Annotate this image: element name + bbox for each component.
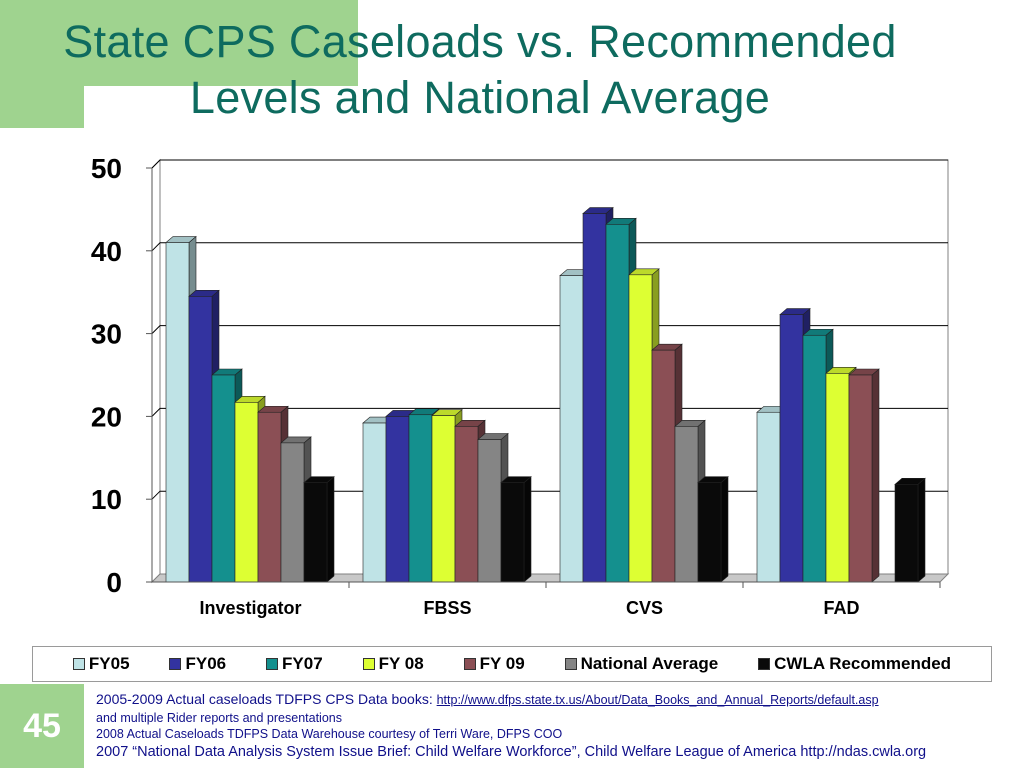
bar-front-face — [188, 296, 213, 583]
bar-front-face — [408, 414, 433, 583]
plot-side-wall — [151, 158, 161, 584]
sources-block: 2005-2009 Actual caseloads TDFPS CPS Dat… — [96, 690, 1016, 762]
bar-front-face — [477, 439, 502, 583]
legend-item: FY 08 — [362, 654, 424, 674]
bar-front-face — [848, 374, 873, 583]
slide-title-line2: Levels and National Average — [189, 72, 771, 123]
bar-front-face — [362, 422, 387, 583]
title-accent-curve — [84, 86, 358, 128]
tick-layer: 0 10 20 30 40 50 — [91, 153, 941, 598]
bar-front-face — [651, 349, 676, 583]
bar-side-face — [871, 368, 880, 583]
category-label-layer: Investigator FBSS CVS FAD — [199, 598, 859, 618]
slide-number-text: 45 — [23, 706, 61, 745]
y-tick-label: 50 — [91, 153, 122, 184]
legend-swatch — [362, 658, 375, 670]
legend-item: FY05 — [72, 654, 130, 674]
y-tick-label: 30 — [91, 319, 122, 350]
source-line-1-text: 2005-2009 Actual caseloads TDFPS CPS Dat… — [96, 691, 437, 707]
bar-side-face — [523, 475, 532, 583]
legend-label: FY06 — [185, 654, 227, 673]
legend-item: FY06 — [169, 654, 226, 674]
bar — [500, 475, 532, 583]
legend-swatch — [266, 658, 279, 670]
source-line-4: 2007 “National Data Analysis System Issu… — [96, 744, 927, 760]
category-label: Investigator — [199, 598, 301, 618]
legend-label: FY05 — [88, 654, 130, 673]
bar-front-face — [165, 242, 190, 583]
bar-front-face — [454, 426, 479, 583]
bar-front-face — [605, 224, 630, 583]
chart-legend: FY05 FY06 FY07 FY 08 FY 09 National Average CW… — [32, 646, 992, 682]
slide-title: State CPS Caseloads vs. Recommended Leve… — [0, 14, 960, 126]
legend-swatch — [72, 658, 85, 670]
bar-front-face — [628, 274, 653, 583]
category-label: CVS — [626, 598, 663, 618]
bar-front-face — [756, 411, 781, 583]
slide-number: 45 — [0, 684, 84, 768]
legend-item: CWLA Recommended — [758, 654, 951, 674]
gridline — [151, 325, 948, 334]
legend-label: FY 08 — [378, 654, 424, 673]
gridline — [151, 242, 948, 252]
legend-label: CWLA Recommended — [774, 654, 952, 673]
chart: 0 10 20 30 40 50 Investigator FBSS CVS FAD — [60, 150, 1010, 630]
source-line-2: and multiple Rider reports and presentat… — [96, 711, 342, 725]
bar-front-face — [211, 374, 236, 583]
bar — [894, 477, 926, 583]
y-tick-label: 20 — [91, 401, 122, 432]
bar — [697, 475, 729, 583]
category-label: FAD — [824, 598, 860, 618]
bar — [303, 475, 335, 583]
legend-swatch — [169, 658, 182, 670]
legend-item: FY07 — [266, 654, 323, 674]
bar-front-face — [303, 482, 328, 583]
source-line-1: 2005-2009 Actual caseloads TDFPS CPS Dat… — [96, 690, 1016, 710]
gridline — [151, 159, 948, 169]
y-tick-label: 10 — [91, 484, 122, 515]
legend-item: FY 09 — [463, 654, 525, 674]
legend-swatch — [564, 658, 577, 670]
bar-front-face — [234, 402, 259, 583]
source-link-dfps[interactable]: http://www.dfps.state.tx.us/About/Data_B… — [436, 693, 879, 707]
bar-layer — [165, 206, 926, 583]
bar-side-face — [917, 477, 926, 583]
legend-swatch — [758, 658, 771, 670]
bar-front-face — [559, 275, 584, 583]
bar-front-face — [582, 213, 607, 583]
bar-front-face — [697, 482, 722, 583]
category-label: FBSS — [423, 598, 471, 618]
bar-front-face — [280, 442, 305, 583]
bar-side-face — [326, 475, 335, 583]
bar — [848, 368, 880, 583]
legend-item: National Average — [564, 654, 719, 674]
bar-front-face — [894, 483, 919, 583]
bar-front-face — [385, 416, 410, 583]
bar-front-face — [825, 373, 850, 583]
title-accent-block — [0, 0, 358, 86]
legend-swatch — [463, 658, 476, 670]
bar-front-face — [257, 411, 282, 583]
legend-label: National Average — [580, 654, 719, 673]
gridline — [151, 407, 948, 417]
source-line-3: 2008 Actual Caseloads TDFPS Data Warehou… — [96, 727, 563, 741]
legend-label: FY07 — [282, 654, 323, 673]
y-tick-label: 0 — [106, 567, 122, 598]
legend-label: FY 09 — [479, 654, 525, 673]
bar-front-face — [500, 482, 525, 583]
bar-front-face — [779, 314, 804, 583]
title-accent-tab — [0, 86, 84, 128]
bar-front-face — [674, 426, 699, 583]
bar-front-face — [802, 334, 827, 583]
bar-chart-svg: 0 10 20 30 40 50 Investigator FBSS CVS FAD — [91, 153, 950, 618]
slide-title-line1: State CPS Caseloads vs. Recommended — [63, 16, 897, 67]
bar-front-face — [431, 415, 456, 583]
bar-side-face — [720, 475, 729, 583]
y-tick-label: 40 — [91, 236, 122, 267]
